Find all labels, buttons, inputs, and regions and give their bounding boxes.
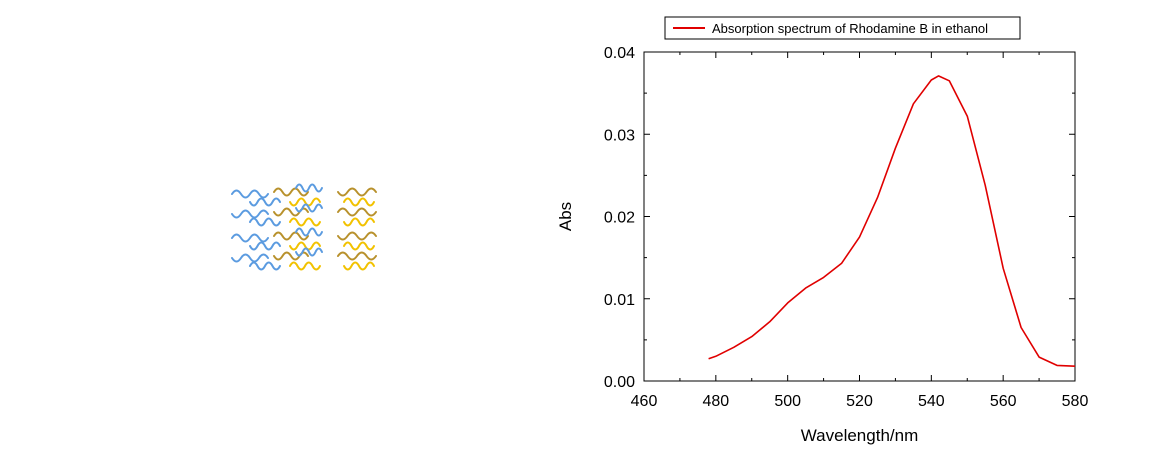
molecule-strand-22 [249, 261, 281, 271]
molecule-strand-10 [289, 217, 321, 227]
molecule-strand-24 [289, 261, 321, 271]
data-point [841, 263, 842, 264]
molecule-strand-18 [295, 227, 323, 237]
data-point [1057, 365, 1058, 366]
molecule-strand-2 [273, 187, 309, 197]
data-point [967, 116, 968, 117]
data-point [733, 347, 734, 348]
molecule-strand-0 [231, 189, 269, 199]
y-tick-label: 0.00 [604, 374, 635, 391]
molecule-strand-27 [343, 261, 375, 271]
data-point [805, 288, 806, 289]
y-tick-label: 0.04 [604, 45, 635, 62]
data-point [949, 80, 950, 81]
molecule-strand-12 [337, 207, 377, 217]
molecule-strand-16 [273, 231, 309, 241]
y-tick-label: 0.02 [604, 210, 635, 227]
data-point [1021, 327, 1022, 328]
data-point [715, 356, 716, 357]
data-point [877, 197, 878, 198]
legend-box [664, 16, 1021, 40]
y-tick-label: 0.03 [604, 127, 635, 144]
data-point [938, 75, 939, 76]
x-tick-label: 580 [1062, 393, 1089, 410]
data-point [1039, 357, 1040, 358]
molecule-strand-19 [337, 231, 377, 241]
x-tick-label: 460 [631, 393, 658, 410]
data-point [823, 277, 824, 278]
molecule-strand-14 [231, 233, 269, 243]
molecule-strand-8 [249, 217, 281, 227]
molecule-strand-6 [343, 197, 375, 207]
molecule-strand-21 [231, 253, 269, 263]
data-point [985, 185, 986, 186]
data-point [708, 358, 709, 359]
molecule-strand-1 [249, 197, 281, 207]
x-tick-label: 480 [702, 393, 729, 410]
x-axis-title: Wavelength/nm [801, 426, 918, 445]
data-point [931, 79, 932, 80]
data-point [859, 237, 860, 238]
molecule-strand-3 [289, 197, 321, 207]
data-point [913, 103, 914, 104]
molecule-strand-7 [231, 209, 269, 219]
legend-label: Absorption spectrum of Rhodamine B in et… [712, 21, 988, 36]
series-line-0 [708, 75, 1076, 367]
x-tick-label: 560 [990, 393, 1017, 410]
molecule-strand-4 [295, 183, 323, 193]
data-point [1003, 268, 1004, 269]
data-point [787, 302, 788, 303]
molecule-strand-15 [249, 241, 281, 251]
x-tick-label: 500 [774, 393, 801, 410]
data-point [895, 148, 896, 149]
molecule-strand-26 [337, 251, 377, 261]
molecule-strand-20 [343, 241, 375, 251]
data-point [751, 336, 752, 337]
y-axis-title: Abs [556, 202, 575, 231]
molecule-strand-25 [295, 247, 323, 257]
y-tick-label: 0.01 [604, 292, 635, 309]
data-point [1075, 366, 1076, 367]
data-point [769, 321, 770, 322]
molecule-strand-17 [289, 241, 321, 251]
x-tick-label: 540 [918, 393, 945, 410]
molecule-strand-13 [343, 217, 375, 227]
plot-frame [643, 51, 1076, 382]
molecule-strand-5 [337, 187, 377, 197]
molecule-strand-11 [295, 203, 323, 213]
x-tick-label: 520 [846, 393, 873, 410]
